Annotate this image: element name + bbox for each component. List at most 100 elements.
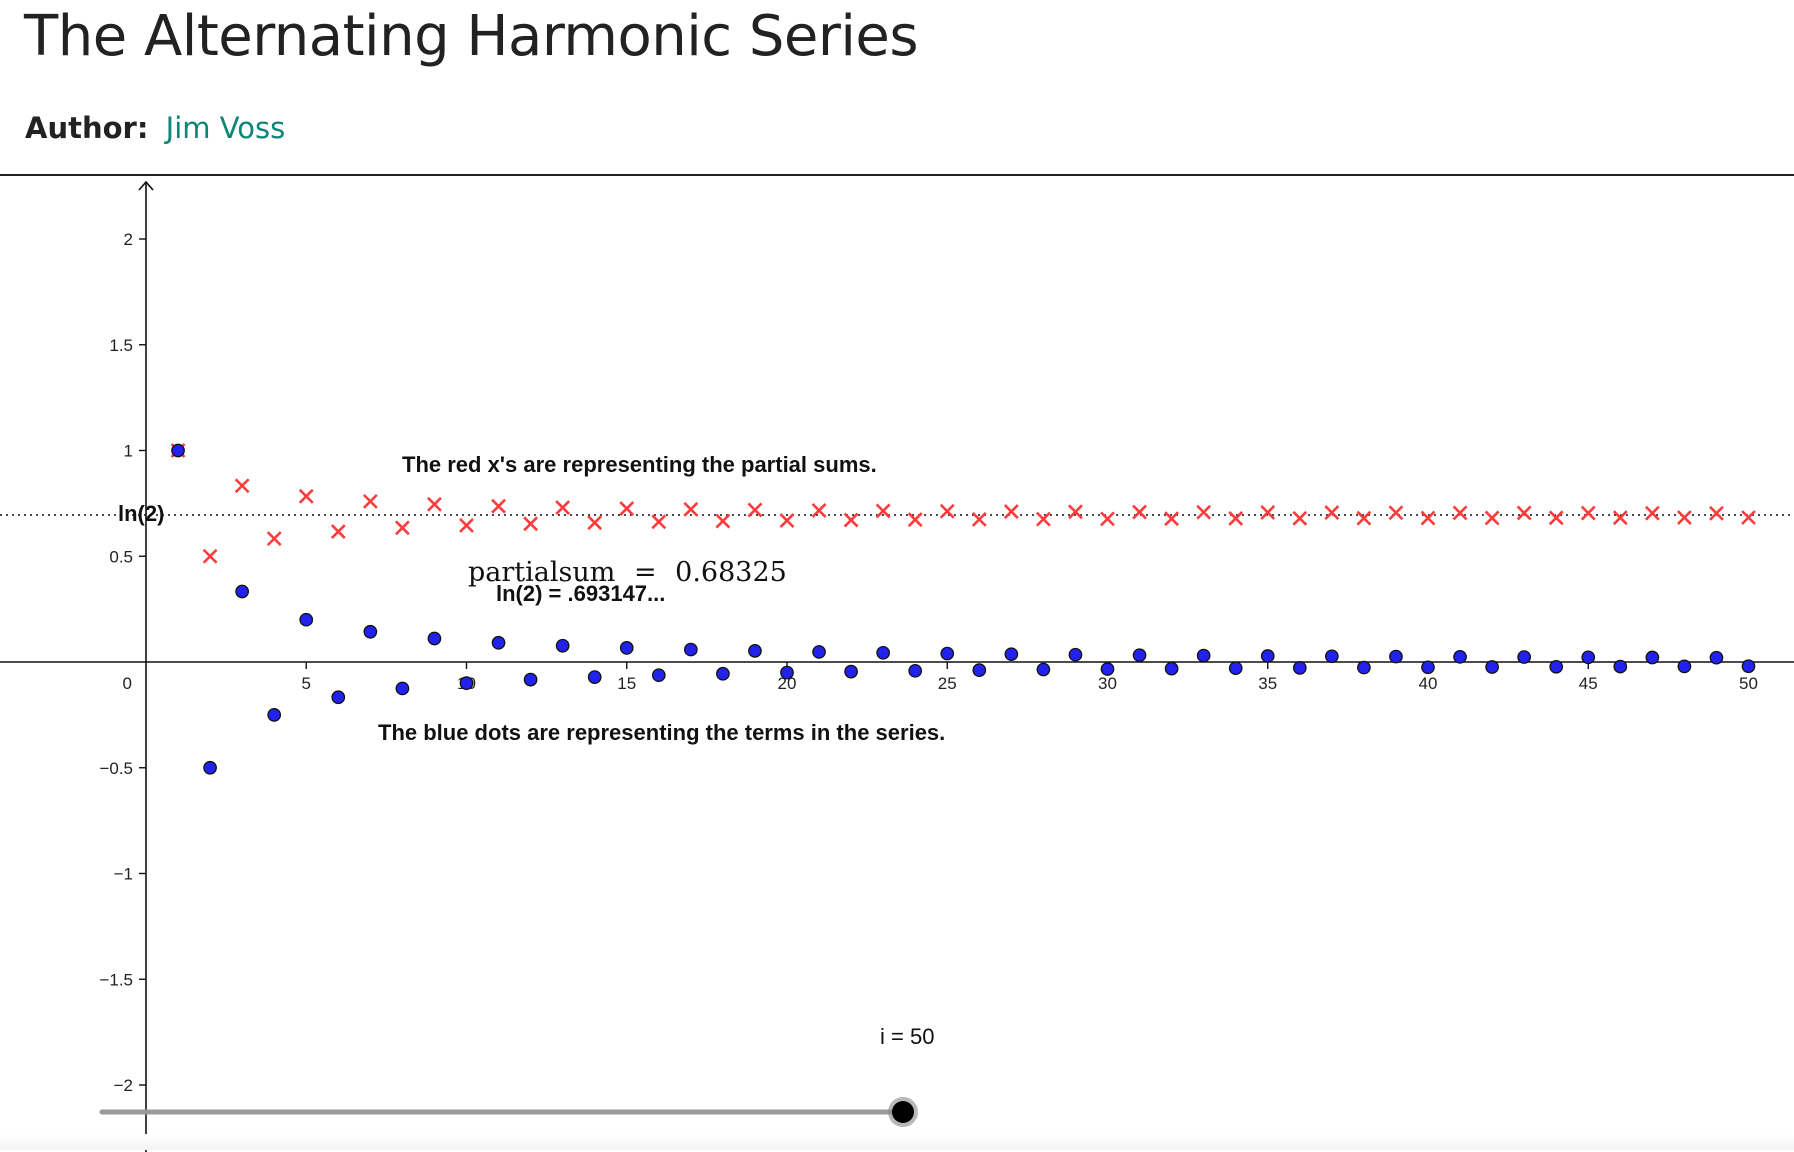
partial-sum-x-marker: [843, 512, 859, 528]
partial-sum-x-marker: [1292, 510, 1308, 526]
partial-sum-x-marker: [555, 500, 571, 516]
red-x-annotation: The red x's are representing the partial…: [402, 452, 877, 477]
partial-sum-x-marker: [811, 503, 827, 518]
x-tick-label: 30: [1098, 674, 1117, 693]
x-stroke: [1548, 510, 1564, 526]
term-dot: [299, 612, 314, 627]
partial-sum-x-marker: [1356, 510, 1372, 526]
x-stroke: [427, 496, 442, 512]
partial-sum-x-marker: [907, 512, 923, 528]
x-stroke: [1324, 505, 1340, 521]
term-dot: [1421, 660, 1435, 675]
x-stroke: [1100, 511, 1115, 527]
term-dot: [748, 644, 762, 658]
x-stroke: [266, 531, 282, 547]
partial-sum-x-marker: [779, 513, 795, 528]
term-dot: [972, 663, 987, 677]
partial-sum-x-marker: [587, 515, 603, 531]
partial-sum-x-marker: [1196, 504, 1212, 520]
term-dot: [1325, 649, 1339, 664]
y-tick-label: 0: [123, 674, 132, 693]
term-dot: [459, 676, 474, 690]
x-stroke: [747, 502, 763, 518]
term-dot: [683, 642, 698, 657]
term-dot: [1164, 661, 1179, 676]
term-dot: [395, 681, 410, 696]
partial-sum-x-marker: [939, 503, 955, 519]
x-stroke: [1644, 505, 1660, 521]
partial-sum-x-marker: [1068, 504, 1083, 520]
y-tick-label: 2: [124, 230, 133, 249]
x-stroke: [1196, 504, 1212, 520]
partial-sum-x-marker: [234, 478, 250, 494]
partial-sum-equals: =: [634, 557, 657, 588]
graphics-view[interactable]: ln(2) 510152025303540455021.510.50−0.5−1…: [0, 176, 1794, 1152]
term-dot: [780, 665, 794, 680]
term-dot: [363, 624, 378, 639]
x-stroke: [298, 488, 314, 504]
partial-sum-x-marker: [202, 548, 218, 564]
graphing-applet[interactable]: ln(2) 510152025303540455021.510.50−0.5−1…: [0, 174, 1794, 1152]
author-label: Author:: [25, 111, 149, 145]
term-dot: [427, 631, 442, 646]
x-tick-label: 25: [938, 674, 957, 693]
x-stroke: [1420, 510, 1436, 526]
y-tick-label: 1.5: [109, 336, 133, 355]
term-dot: [908, 663, 923, 678]
blue-dot-annotation: The blue dots are representing the terms…: [378, 720, 945, 745]
partial-sum-display: partialsum = 0.68325: [468, 557, 787, 588]
x-stroke: [779, 513, 795, 528]
x-stroke: [651, 514, 667, 530]
partial-sum-x-marker: [491, 498, 506, 514]
x-stroke: [1709, 505, 1724, 521]
y-tick-label: −1.5: [99, 970, 133, 989]
term-dot: [523, 672, 538, 687]
term-dot: [1389, 649, 1403, 664]
term-dot: [203, 760, 217, 775]
term-dot: [619, 641, 634, 655]
term-dot: [844, 664, 858, 679]
partial-sum-x-marker: [1709, 505, 1724, 521]
partial-sum-x-marker: [715, 513, 731, 529]
term-dot: [1132, 648, 1147, 663]
term-dot: [1004, 647, 1019, 662]
x-stroke: [1228, 511, 1244, 526]
x-stroke: [1292, 510, 1308, 526]
term-dot: [1677, 659, 1692, 674]
partial-sum-x-marker: [1003, 504, 1019, 519]
x-tick-label: 20: [778, 674, 797, 693]
slider-handle-dot[interactable]: [892, 1101, 914, 1123]
partial-sum-x-marker: [427, 496, 442, 512]
partial-sum-x-marker: [1548, 510, 1564, 526]
term-dot: [491, 635, 506, 650]
term-dot: [1549, 659, 1564, 674]
x-stroke: [971, 511, 987, 527]
x-stroke: [394, 520, 410, 536]
x-stroke: [587, 515, 603, 531]
term-dot: [1645, 650, 1660, 665]
term-dot: [1485, 660, 1499, 674]
x-stroke: [939, 503, 955, 519]
term-dot: [587, 670, 602, 684]
x-stroke: [1516, 505, 1532, 521]
term-dot: [1613, 659, 1628, 674]
x-stroke: [1035, 511, 1051, 527]
author-link[interactable]: Jim Voss: [165, 111, 286, 145]
axis-ticks: 510152025303540455021.510.50−0.5−1−1.5−2: [99, 230, 1758, 1095]
partial-sum-x-marker: [971, 511, 987, 527]
term-dot: [1581, 650, 1596, 665]
y-tick-label: 0.5: [109, 547, 133, 566]
partial-sum-x-marker: [1612, 510, 1628, 526]
term-dot: [651, 668, 666, 683]
partial-sum-value: 0.68325: [675, 557, 787, 588]
x-stroke: [907, 512, 923, 528]
partial-sum-x-marker: [1132, 504, 1147, 520]
partial-sum-x-marker: [1228, 511, 1244, 526]
term-dot: [1036, 662, 1051, 677]
term-dot: [555, 638, 570, 653]
term-dot: [716, 666, 730, 681]
partial-sum-x-marker: [1516, 505, 1532, 521]
term-dot: [1357, 660, 1371, 675]
x-stroke: [234, 478, 250, 494]
partial-sum-x-marker: [683, 501, 699, 517]
